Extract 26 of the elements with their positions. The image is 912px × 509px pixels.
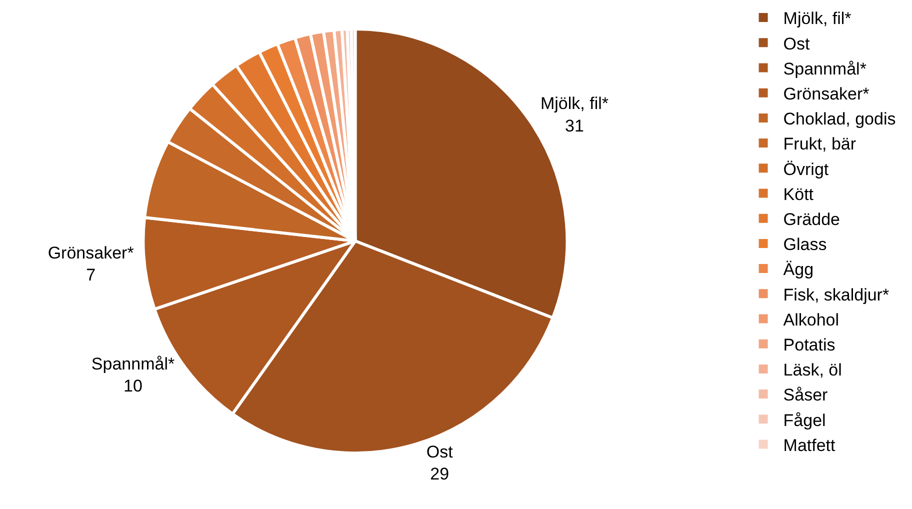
legend-label: Spannmål* — [783, 59, 867, 78]
legend-label: Fågel — [783, 410, 826, 430]
legend-label: Övrigt — [783, 160, 829, 179]
slice-label: Spannmål* — [91, 354, 175, 374]
legend-label: Choklad, godis — [783, 110, 896, 129]
legend-label: Alkohol — [783, 310, 840, 330]
legend-label: Potatis — [783, 335, 836, 354]
data-label: 7 — [86, 266, 96, 285]
legend-label: Fisk, skaldjur* — [783, 285, 890, 304]
legend-label: Ost — [783, 34, 810, 54]
legend-label: Kött — [783, 184, 814, 204]
legend-label: Läsk, öl — [783, 360, 842, 380]
slice-label: Mjölk, fil* — [540, 94, 609, 114]
data-label: 31 — [565, 116, 584, 136]
slice-label: Ost — [426, 442, 454, 462]
legend-label: Såser — [783, 386, 828, 405]
legend-label: Grädde — [783, 210, 840, 229]
legend-label: Ägg — [783, 260, 814, 280]
legend-label: Matfett — [783, 436, 836, 455]
legend-label: Frukt, bär — [783, 134, 856, 154]
legend-label: Grönsaker* — [783, 84, 870, 104]
data-label: 29 — [430, 464, 450, 484]
slice-label: Grönsaker* — [48, 244, 134, 263]
legend-label: Glass — [783, 235, 827, 254]
legend-label: Mjölk, fil* — [783, 9, 852, 28]
data-label: 10 — [124, 376, 142, 396]
